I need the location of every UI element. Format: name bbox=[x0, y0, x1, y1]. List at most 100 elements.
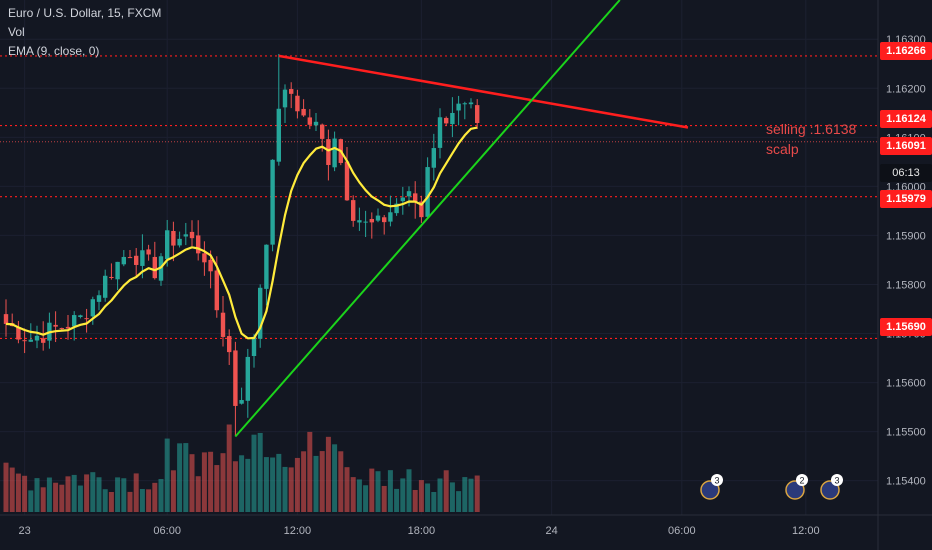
candle-body bbox=[444, 117, 449, 124]
volume-bar bbox=[270, 457, 276, 512]
price-tick-label: 1.15900 bbox=[886, 230, 926, 242]
volume-bar bbox=[164, 438, 170, 512]
volume-bar bbox=[226, 424, 232, 512]
candle-body bbox=[3, 314, 9, 324]
price-label-level-4: 1.15690 bbox=[880, 318, 932, 336]
candle-body bbox=[208, 259, 213, 272]
volume-bar bbox=[276, 453, 282, 512]
candle-body bbox=[78, 315, 83, 318]
candle-body bbox=[103, 275, 108, 298]
volume-bar bbox=[65, 476, 71, 512]
price-label-level-2: 1.16124 bbox=[880, 110, 932, 128]
symbol-title[interactable]: Euro / U.S. Dollar, 15, FXCM bbox=[8, 6, 162, 20]
price-label-level-1: 1.16266 bbox=[880, 42, 932, 60]
volume-bar bbox=[22, 475, 28, 512]
volume-bar bbox=[394, 488, 400, 512]
volume-bar bbox=[53, 482, 59, 512]
candle-body bbox=[171, 230, 176, 246]
volume-bar bbox=[170, 470, 176, 512]
candle-body bbox=[121, 256, 126, 265]
candle-body bbox=[413, 193, 418, 203]
event-count-badge bbox=[831, 474, 843, 486]
volume-bar bbox=[294, 457, 300, 512]
candle-body bbox=[394, 203, 399, 214]
candle-body bbox=[301, 108, 306, 116]
price-tick-label: 1.15400 bbox=[886, 476, 926, 488]
candle-body bbox=[72, 315, 77, 327]
candle-body bbox=[431, 148, 436, 168]
volume-bar bbox=[418, 480, 424, 512]
volume-bar bbox=[431, 491, 437, 512]
candle-body bbox=[34, 335, 40, 341]
candle-body bbox=[437, 117, 443, 148]
price-axis: 1.163001.162001.161001.160001.159001.158… bbox=[877, 0, 932, 550]
candle-body bbox=[357, 220, 362, 223]
candle-body bbox=[295, 95, 300, 112]
candle-body bbox=[475, 105, 480, 124]
volume-bar bbox=[468, 478, 474, 512]
candle-body bbox=[264, 244, 269, 289]
price-tick-label: 1.15500 bbox=[886, 427, 926, 439]
horizontal-levels bbox=[0, 55, 878, 340]
candle-body bbox=[450, 112, 455, 125]
volume-bar bbox=[369, 468, 375, 512]
volume-bar bbox=[214, 465, 220, 512]
volume-bar bbox=[257, 432, 263, 512]
volume-bar bbox=[146, 489, 152, 512]
candle-body bbox=[16, 327, 21, 340]
volume-bar bbox=[177, 443, 183, 512]
volume-bar bbox=[338, 451, 344, 512]
volume-bar bbox=[3, 462, 9, 512]
candle-body bbox=[369, 218, 374, 223]
candle-body bbox=[344, 161, 350, 201]
annotation-scalp: scalp bbox=[766, 141, 799, 157]
volume-bar bbox=[158, 479, 164, 512]
price-tick-label: 1.15600 bbox=[886, 378, 926, 390]
economic-event-icon bbox=[820, 480, 840, 500]
economic-event-icon bbox=[700, 480, 720, 500]
volume-bar bbox=[77, 485, 83, 512]
candle-body bbox=[258, 287, 263, 339]
candle-body bbox=[363, 221, 368, 223]
candle-body bbox=[220, 312, 226, 337]
candle-body bbox=[127, 257, 133, 259]
candle-body bbox=[289, 89, 294, 94]
volume-bar bbox=[102, 489, 108, 512]
candle-body bbox=[419, 201, 424, 218]
candle-body bbox=[28, 339, 33, 342]
ema-indicator-label[interactable]: EMA (9, close, 0) bbox=[8, 44, 100, 58]
time-tick-label: 24 bbox=[545, 525, 557, 537]
candle-body bbox=[332, 138, 337, 168]
volume-bar bbox=[263, 457, 269, 512]
volume-indicator-label[interactable]: Vol bbox=[8, 25, 25, 39]
volume-bar bbox=[363, 485, 369, 512]
volume-bar bbox=[344, 467, 350, 512]
candle-body bbox=[202, 253, 207, 263]
volume-bar bbox=[34, 478, 40, 512]
volume-bar bbox=[71, 474, 77, 512]
volume-bar bbox=[251, 434, 257, 512]
candle-body bbox=[270, 159, 275, 245]
chart-grid bbox=[0, 0, 878, 515]
event-badges: 3 2 3 bbox=[700, 474, 843, 500]
volume-bar bbox=[381, 485, 387, 512]
volume-bar bbox=[406, 469, 412, 512]
candle-body bbox=[177, 238, 182, 246]
economic-event-icon bbox=[785, 480, 805, 500]
candle-body bbox=[400, 197, 405, 202]
volume-bar bbox=[282, 466, 288, 512]
price-label-level-3: 1.15979 bbox=[880, 190, 932, 208]
volume-bar bbox=[84, 474, 90, 512]
volume-bar bbox=[387, 470, 393, 512]
price-tick-label: 1.16200 bbox=[886, 83, 926, 95]
time-tick-label: 06:00 bbox=[153, 525, 181, 537]
candle-body bbox=[84, 318, 89, 320]
volume-bar bbox=[232, 461, 238, 512]
annotation-selling: selling :1.6138 bbox=[766, 121, 857, 137]
volume-bar bbox=[121, 478, 127, 512]
volume-bar bbox=[443, 470, 449, 512]
volume-bar bbox=[195, 476, 201, 512]
candle-body bbox=[326, 139, 331, 165]
time-tick-label: 12:00 bbox=[284, 525, 312, 537]
